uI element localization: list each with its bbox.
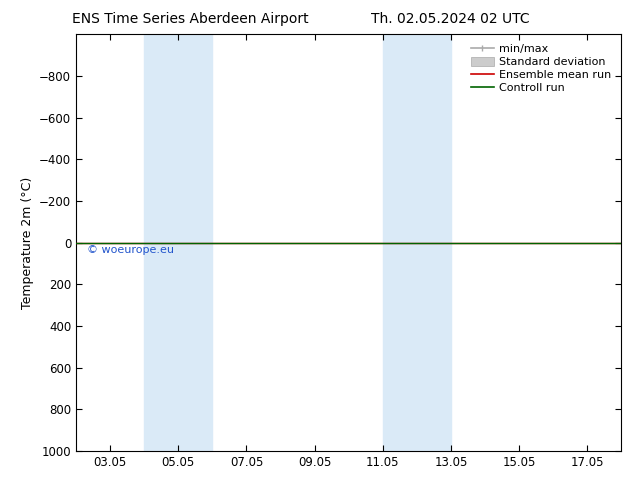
Y-axis label: Temperature 2m (°C): Temperature 2m (°C) (20, 176, 34, 309)
Bar (144, 34, 212, 451)
Legend: min/max, Standard deviation, Ensemble mean run, Controll run: min/max, Standard deviation, Ensemble me… (467, 40, 616, 98)
Bar (383, 34, 451, 451)
Text: Th. 02.05.2024 02 UTC: Th. 02.05.2024 02 UTC (371, 12, 529, 26)
Text: © woeurope.eu: © woeurope.eu (87, 245, 174, 255)
Text: ENS Time Series Aberdeen Airport: ENS Time Series Aberdeen Airport (72, 12, 309, 26)
